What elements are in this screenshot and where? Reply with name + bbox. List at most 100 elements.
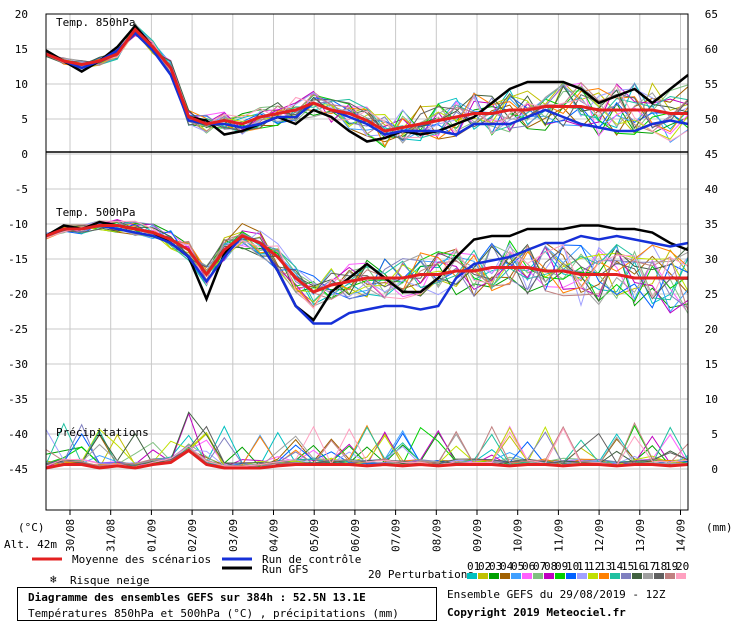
panel-label-500: Temp. 500hPa [56,206,135,219]
right-tick-label: 5 [711,428,718,441]
x-tick-label: 14/09 [675,519,688,552]
perturbation-swatch [577,573,587,579]
perturbation-swatch [676,573,686,579]
left-tick-label: 15 [15,43,28,56]
perturbation-id: 04 [500,560,514,573]
perturbation-swatch [665,573,675,579]
perturbation-swatch [478,573,488,579]
axes [45,13,689,515]
perturbation-swatch [511,573,521,579]
right-tick-label: 35 [705,218,718,231]
perturbation-id: 13 [599,560,612,573]
chart-info-box: Diagramme des ensembles GEFS sur 384h : … [17,587,437,621]
altitude-label: Alt. 42m [4,538,57,551]
perturbation-id: 12 [588,560,601,573]
main-series-lines [45,24,689,470]
x-tick-label: 08/09 [430,519,443,552]
control-line-850 [45,31,689,136]
perturbation-line-850 [45,22,689,148]
perturbation-id: 20 [676,560,689,573]
copyright: Copyright 2019 Meteociel.fr [447,606,626,619]
left-tick-label: -15 [8,253,28,266]
perturbation-id: 02 [478,560,491,573]
left-tick-label: 20 [15,8,28,21]
left-tick-label: -40 [8,428,28,441]
x-tick-label: 01/09 [145,519,158,552]
perturbation-id: 11 [577,560,590,573]
snow-risk-label: Risque neige [70,574,149,587]
perturbation-id: 03 [489,560,502,573]
panel-label-850: Temp. 850hPa [56,16,135,29]
right-tick-label: 10 [705,393,718,406]
perturbation-id: 09 [555,560,568,573]
left-tick-label: 0 [21,148,28,161]
legend-label-mean: Moyenne des scénarios [72,553,211,566]
perturbation-swatch [555,573,565,579]
x-tick-label: 07/09 [390,519,403,552]
x-tick-label: 10/09 [512,519,525,552]
x-tick-label: 06/09 [349,519,362,552]
perturbation-id: 17 [643,560,656,573]
perturbation-id: 06 [522,560,535,573]
right-tick-label: 15 [705,358,718,371]
perturbation-line-850 [45,31,689,142]
run-info: Ensemble GEFS du 29/08/2019 - 12Z [447,588,666,601]
perturbation-swatch [533,573,543,579]
perturbation-id: 07 [533,560,546,573]
perturbation-id: 01 [467,560,480,573]
perturbation-swatch [643,573,653,579]
perturbation-id: 16 [632,560,645,573]
x-tick-label: 30/08 [64,519,77,552]
perturbation-line-precip [45,425,689,468]
x-tick-label: 04/09 [268,519,281,552]
perturbation-line-500 [45,220,689,308]
left-tick-label: -5 [15,183,28,196]
right-tick-label: 60 [705,43,718,56]
perturbation-id: 05 [511,560,524,573]
perturbation-line-850 [45,29,689,147]
perturbation-id: 10 [566,560,579,573]
perturbation-line-500 [45,223,689,309]
right-tick-label: 55 [705,78,718,91]
perturbation-swatch [654,573,664,579]
x-tick-label: 03/09 [227,519,240,552]
mean-line-500 [45,224,688,294]
snowflake-icon: ❄ [50,573,57,586]
x-tick-label: 11/09 [552,519,565,552]
right-tick-label: 50 [705,113,718,126]
x-tick-label: 13/09 [634,519,647,552]
legend-label-control: Run de contrôle [262,553,361,566]
perturbation-line-850 [45,23,689,139]
left-tick-label: 5 [21,113,28,126]
perturbation-swatch [544,573,554,579]
right-tick-label: 20 [705,323,718,336]
left-axis-unit: (°C) [18,521,45,534]
x-tick-label: 05/09 [308,519,321,552]
right-tick-label: 45 [705,148,718,161]
x-tick-label: 12/09 [593,519,606,552]
left-tick-label: -10 [8,218,28,231]
perturbation-swatch [610,573,620,579]
perturbation-id: 08 [544,560,557,573]
right-axis-unit: (mm) [706,521,733,534]
chart-title: Diagramme des ensembles GEFS sur 384h : … [28,591,366,604]
perturbation-line-850 [45,25,689,140]
legend: Moyenne des scénarios Run de contrôleRun … [32,553,689,587]
right-tick-label: 25 [705,288,718,301]
left-tick-label: -25 [8,323,28,336]
perturbation-swatch [500,573,510,579]
perturbation-swatch [621,573,631,579]
perturbation-id: 15 [621,560,634,573]
perturbation-swatch [588,573,598,579]
perturbation-line-500 [45,220,689,310]
perturbation-swatch [522,573,532,579]
chart-subtitle: Températures 850hPa et 500hPa (°C) , pré… [28,607,399,620]
x-tick-label: 09/09 [471,519,484,552]
left-tick-label: -20 [8,288,28,301]
left-tick-label: 10 [15,78,28,91]
panel-label-precip: Précipitations [56,426,149,439]
perturbation-line-500 [45,221,689,309]
mean-line-850 [45,27,688,133]
